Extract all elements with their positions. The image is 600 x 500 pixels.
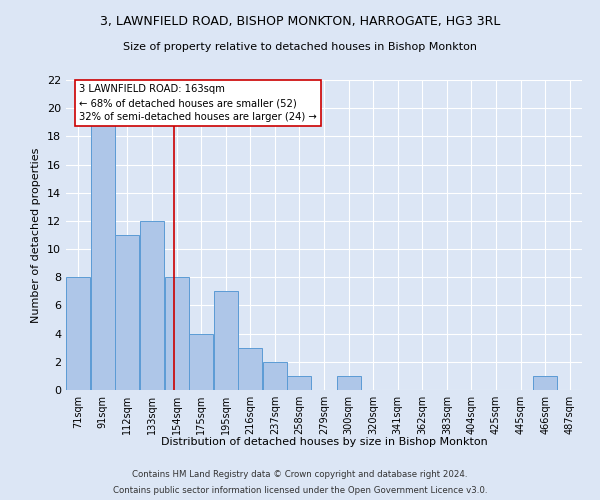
Bar [140,221,164,390]
Bar [66,278,91,390]
Y-axis label: Number of detached properties: Number of detached properties [31,148,41,322]
Bar [263,362,287,390]
Bar [337,376,361,390]
Text: 3 LAWNFIELD ROAD: 163sqm
← 68% of detached houses are smaller (52)
32% of semi-d: 3 LAWNFIELD ROAD: 163sqm ← 68% of detach… [79,84,317,122]
Text: Size of property relative to detached houses in Bishop Monkton: Size of property relative to detached ho… [123,42,477,52]
Text: 3, LAWNFIELD ROAD, BISHOP MONKTON, HARROGATE, HG3 3RL: 3, LAWNFIELD ROAD, BISHOP MONKTON, HARRO… [100,15,500,28]
Text: Contains HM Land Registry data © Crown copyright and database right 2024.: Contains HM Land Registry data © Crown c… [132,470,468,479]
Bar [287,376,311,390]
Bar [91,122,115,390]
Bar [115,235,139,390]
Bar [238,348,262,390]
Bar [214,292,238,390]
Text: Contains public sector information licensed under the Open Government Licence v3: Contains public sector information licen… [113,486,487,495]
Bar [164,278,188,390]
X-axis label: Distribution of detached houses by size in Bishop Monkton: Distribution of detached houses by size … [161,437,487,447]
Bar [533,376,557,390]
Bar [189,334,213,390]
